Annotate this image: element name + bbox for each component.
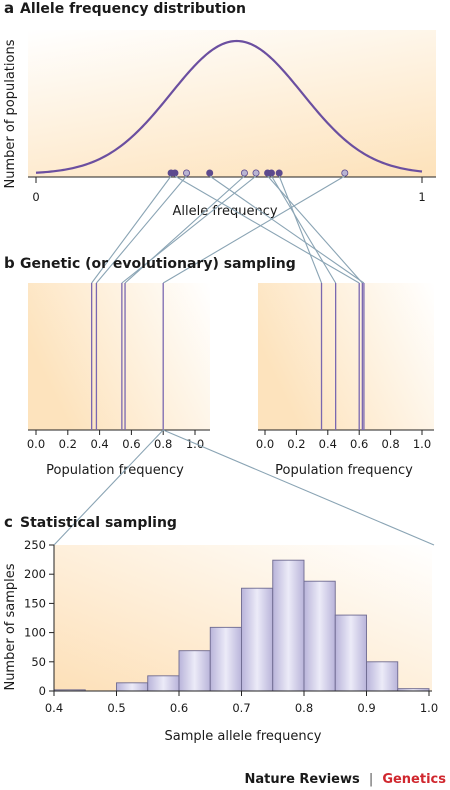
panel-c-histogram-bar: [209, 626, 242, 692]
panel-c-x-tick-label: 0.7: [232, 701, 250, 715]
panel-b-x-ticks: 0.00.20.40.60.81.00.00.20.40.60.81.0: [27, 430, 431, 451]
panel-a-population-point: [240, 169, 248, 177]
panel-b-right-x-tick-label: 0.8: [381, 437, 399, 451]
panel-c-histogram-bar: [303, 580, 336, 692]
connector-a-to-b: [162, 175, 346, 284]
footer-journal: Genetics: [382, 772, 446, 787]
panel-a-x-axis-label: Allele frequency: [172, 204, 277, 219]
panel-a-population-point: [267, 169, 275, 177]
footer-publisher: Nature Reviews: [245, 772, 360, 787]
panel-b-right-x-tick-label: 0.0: [256, 437, 274, 451]
panel-a-population-points: [167, 169, 349, 177]
panel-b-right-x-tick-label: 0.4: [319, 437, 337, 451]
panel-a-letter: a: [4, 0, 14, 17]
panel-c-histogram-bar: [147, 675, 180, 692]
panel-c-x-tick-label: 0.8: [295, 701, 313, 715]
connector-a-to-b: [270, 175, 337, 284]
connector-a-to-b: [91, 175, 172, 284]
panel-b-left-x-tick-label: 0.2: [59, 437, 77, 451]
panel-a-y-axis-label: Number of populations: [3, 39, 18, 188]
panel-c-y-tick-label: 100: [24, 626, 46, 640]
panel-c-x-tick-label: 0.6: [170, 701, 188, 715]
connector-a-to-b: [124, 175, 245, 284]
panel-b-right-x-tick-label: 1.0: [413, 437, 431, 451]
panel-b-left-x-tick-label: 0.4: [90, 437, 108, 451]
panel-c-y-tick-label: 200: [24, 567, 46, 581]
connector-a-to-b: [278, 175, 323, 284]
panel-b-right-x-tick-label: 0.2: [287, 437, 305, 451]
panel-b-right-plot-background: [258, 283, 434, 430]
panel-a-distribution-curve: [35, 39, 423, 174]
panel-a-population-point: [341, 169, 349, 177]
connectors-a-to-b: [91, 175, 365, 284]
panel-c-y-axis-label: Number of samples: [3, 563, 18, 690]
panel-a-title: Allele frequency distribution: [20, 1, 246, 17]
panel-b-left-x-axis-label: Population frequency: [46, 463, 184, 478]
footer-credit: Nature Reviews | Genetics: [245, 768, 447, 787]
panel-c-y-tick-label: 250: [24, 538, 46, 552]
connectors-b-to-c: [53, 429, 435, 546]
panel-b-left-lines: [91, 283, 164, 430]
panel-c-y-tick-label: 50: [31, 655, 46, 669]
panel-c-histogram-bar: [116, 682, 149, 692]
panel-a-population-point: [275, 169, 283, 177]
panel-b-right-lines: [320, 283, 365, 430]
connector-b-to-c-right: [162, 429, 435, 546]
panel-a-population-point: [252, 169, 260, 177]
connector-a-to-b: [174, 175, 360, 284]
panel-c-x-tick-label: 0.5: [107, 701, 125, 715]
panel-b-left-x-tick-label: 0.6: [122, 437, 140, 451]
panel-b-letter: b: [4, 254, 15, 272]
panel-c: c Statistical sampling 0 50 100 150 200 250 0…: [3, 513, 438, 744]
connector-a-to-b: [209, 175, 365, 284]
panel-b-right-x-axis-label: Population frequency: [275, 463, 413, 478]
panel-b: b Genetic (or evolutionary) sampling 0.0…: [4, 254, 434, 478]
panel-b-right-x-tick-label: 0.6: [350, 437, 368, 451]
panel-a-population-point: [171, 169, 179, 177]
panel-c-title: Statistical sampling: [20, 515, 177, 531]
panel-c-letter: c: [4, 513, 13, 531]
footer-separator: |: [369, 772, 373, 787]
panel-c-histogram-bars: [53, 559, 430, 692]
panel-b-title: Genetic (or evolutionary) sampling: [20, 256, 296, 272]
panel-a-plot-background: [28, 30, 436, 177]
panel-c-histogram-bar: [366, 661, 399, 692]
panel-a-population-point: [183, 169, 191, 177]
connector-b-to-c-left: [53, 429, 164, 546]
panel-b-left-x-tick-label: 0.8: [154, 437, 172, 451]
panel-c-y-ticks: 0 50 100 150 200 250: [24, 538, 54, 698]
panel-c-x-tick-label: 0.9: [357, 701, 375, 715]
connector-a-to-b: [267, 175, 363, 284]
panel-a-population-point: [206, 169, 214, 177]
panel-c-x-ticks: 0.4 0.5 0.6 0.7 0.8 0.9 1.0: [45, 691, 438, 715]
panel-b-left-x-tick-label: 0.0: [27, 437, 45, 451]
panel-c-y-tick-label: 0: [39, 684, 46, 698]
panel-a-x-tick-label: 1: [418, 190, 425, 204]
connector-a-to-b: [95, 175, 187, 284]
panel-c-histogram-bar: [334, 614, 367, 692]
panel-c-histogram-bar: [241, 587, 274, 692]
panel-c-histogram-bar: [272, 559, 305, 692]
panel-c-x-tick-label: 1.0: [420, 701, 438, 715]
panel-c-x-tick-label: 0.4: [45, 701, 63, 715]
panel-a-x-tick-label: 0: [32, 190, 39, 204]
panel-c-x-axis-label: Sample allele frequency: [164, 729, 321, 744]
panel-c-y-tick-label: 150: [24, 596, 46, 610]
panel-c-histogram-bar: [178, 650, 211, 692]
panel-b-left-plot-background: [28, 283, 210, 430]
